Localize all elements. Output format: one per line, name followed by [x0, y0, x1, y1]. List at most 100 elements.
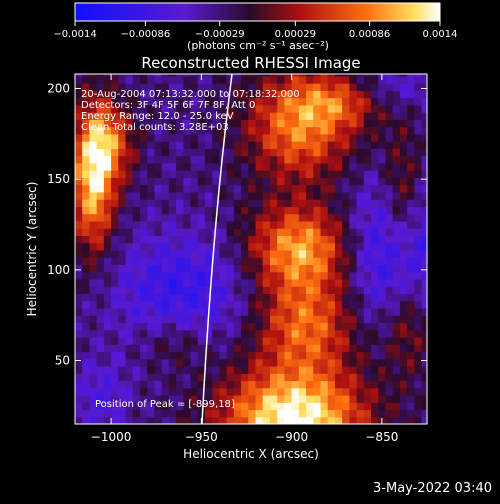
- heatmap-cell: [96, 307, 105, 316]
- heatmap-cell: [269, 307, 278, 316]
- heatmap-cell: [125, 409, 134, 418]
- heatmap-cell: [298, 213, 307, 222]
- heatmap-cell: [320, 213, 329, 222]
- heatmap-cell: [392, 300, 401, 309]
- heatmap-cell: [277, 104, 285, 113]
- heatmap-cell: [262, 271, 271, 280]
- heatmap-cell: [219, 409, 228, 418]
- heatmap-cell: [421, 235, 427, 244]
- heatmap-cell: [269, 104, 278, 113]
- heatmap-cell: [89, 148, 98, 157]
- heatmap-cell: [226, 402, 235, 411]
- heatmap-cell: [284, 278, 293, 287]
- colorbar-tick-label: 0.00029: [275, 29, 316, 40]
- heatmap-cell: [176, 380, 184, 389]
- heatmap-cell: [154, 249, 163, 258]
- heatmap-cell: [183, 329, 192, 338]
- heatmap-cell: [421, 141, 427, 149]
- heatmap-cell: [334, 394, 343, 403]
- annotation-time-range: 20-Aug-2004 07:13:32.000 to 07:18:32.000: [81, 89, 300, 100]
- heatmap-cell: [204, 162, 213, 171]
- heatmap-cell: [399, 358, 408, 367]
- heatmap-cell: [248, 344, 257, 353]
- heatmap-cell: [327, 170, 336, 178]
- heatmap-cell: [262, 104, 271, 113]
- heatmap-cell: [183, 278, 192, 287]
- heatmap-cell: [248, 162, 257, 171]
- heatmap-cell: [219, 300, 228, 309]
- heatmap-cell: [219, 271, 228, 280]
- heatmap-cell: [82, 162, 91, 171]
- heatmap-cell: [111, 235, 119, 244]
- heatmap-cell: [111, 322, 119, 331]
- heatmap-cell: [168, 75, 177, 84]
- heatmap-cell: [139, 257, 148, 266]
- heatmap-cell: [118, 75, 127, 84]
- heatmap-cell: [197, 141, 206, 149]
- heatmap-cell: [284, 90, 293, 99]
- heatmap-cell: [306, 249, 314, 258]
- heatmap-cell: [269, 322, 278, 331]
- heatmap-cell: [349, 83, 358, 91]
- heatmap-cell: [197, 409, 206, 418]
- heatmap-cell: [385, 220, 394, 229]
- heatmap-cell: [349, 416, 358, 424]
- heatmap-cell: [204, 126, 213, 135]
- heatmap-cell: [414, 358, 423, 367]
- heatmap-cell: [371, 228, 379, 236]
- heatmap-cell: [190, 97, 199, 106]
- heatmap-cell: [255, 336, 264, 345]
- heatmap-cell: [96, 329, 105, 338]
- heatmap-cell: [291, 409, 300, 418]
- heatmap-cell: [204, 380, 213, 389]
- heatmap-cell: [334, 365, 343, 374]
- heatmap-cell: [327, 199, 336, 207]
- heatmap-cell: [407, 322, 415, 331]
- heatmap-cell: [204, 336, 213, 345]
- heatmap-cell: [89, 300, 98, 309]
- heatmap-cell: [277, 119, 285, 128]
- heatmap-cell: [241, 351, 249, 360]
- heatmap-cell: [111, 170, 119, 178]
- heatmap-cell: [248, 119, 257, 128]
- heatmap-cell: [139, 133, 148, 142]
- heatmap-cell: [262, 394, 271, 403]
- heatmap-cell: [204, 351, 213, 360]
- heatmap-cell: [190, 220, 199, 229]
- heatmap-cell: [291, 322, 300, 331]
- heatmap-cell: [349, 380, 358, 389]
- heatmap-cell: [298, 249, 307, 258]
- heatmap-cell: [190, 329, 199, 338]
- heatmap-cell: [334, 97, 343, 106]
- heatmap-cell: [82, 97, 91, 106]
- heatmap-cell: [147, 148, 156, 157]
- heatmap-cell: [161, 344, 170, 353]
- heatmap-cell: [407, 351, 415, 360]
- heatmap-cell: [118, 126, 127, 135]
- heatmap-cell: [154, 387, 163, 396]
- heatmap-cell: [363, 358, 372, 367]
- heatmap-cell: [139, 293, 148, 302]
- heatmap-cell: [356, 416, 365, 424]
- heatmap-cell: [327, 235, 336, 244]
- heatmap-cell: [212, 141, 221, 149]
- heatmap-cell: [342, 141, 350, 149]
- heatmap-cell: [219, 112, 228, 120]
- heatmap-cell: [168, 409, 177, 418]
- heatmap-cell: [392, 387, 401, 396]
- heatmap-cell: [168, 220, 177, 229]
- heatmap-cell: [96, 373, 105, 382]
- heatmap-cell: [399, 307, 408, 316]
- heatmap-cell: [212, 170, 221, 178]
- heatmap-cell: [371, 365, 379, 374]
- heatmap-cell: [407, 300, 415, 309]
- heatmap-cell: [161, 126, 170, 135]
- heatmap-cell: [125, 402, 134, 411]
- heatmap-cell: [233, 344, 242, 353]
- heatmap-cell: [111, 97, 119, 106]
- heatmap-cell: [212, 75, 221, 84]
- heatmap-cell: [241, 300, 249, 309]
- heatmap-cell: [349, 126, 358, 135]
- heatmap-cell: [103, 358, 112, 367]
- heatmap-cell: [248, 351, 257, 360]
